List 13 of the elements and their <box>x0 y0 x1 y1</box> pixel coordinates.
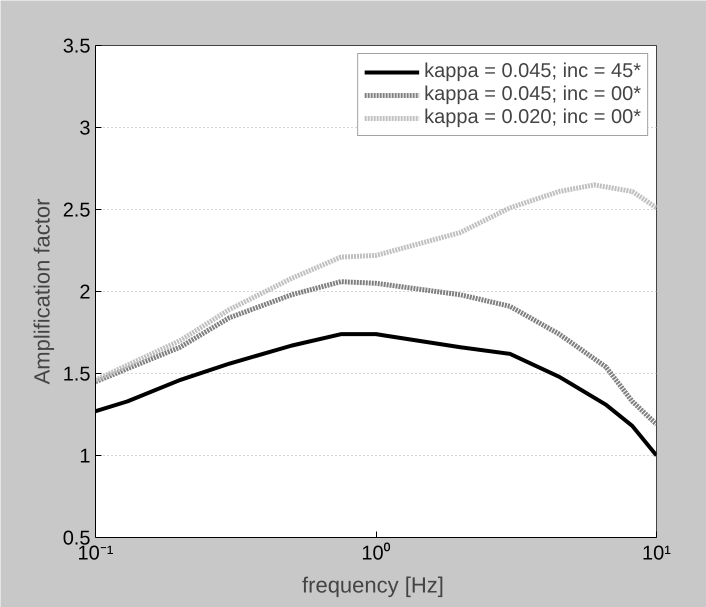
y-tick-label: 3 <box>79 118 90 140</box>
y-tick-label: 2 <box>79 282 90 304</box>
x-tick-label: 10¹ <box>642 542 672 564</box>
legend-label: kappa = 0.045; inc = 00* <box>424 83 641 106</box>
y-tick-label: 3.5 <box>62 36 91 58</box>
legend-label: kappa = 0.020; inc = 00* <box>424 106 641 129</box>
y-tick-label: 2.5 <box>62 200 91 222</box>
x-tick-label: 10⁰ <box>361 542 391 564</box>
x-axis-title: frequency [Hz] <box>302 572 444 598</box>
legend-label: kappa = 0.045; inc = 45* <box>424 60 641 83</box>
y-tick-label: 1.5 <box>62 364 91 386</box>
y-tick-label: 1 <box>79 446 90 468</box>
y-axis-title: Amplification factor <box>30 198 55 384</box>
